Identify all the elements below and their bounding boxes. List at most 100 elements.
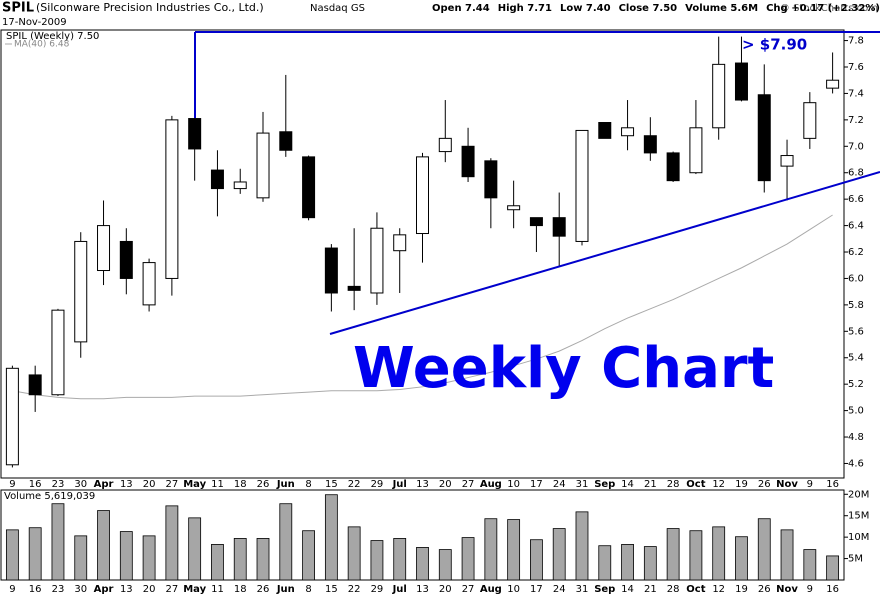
x-tick-label: 26 bbox=[257, 584, 270, 595]
candle-body bbox=[621, 127, 635, 137]
volume-bar bbox=[188, 517, 202, 581]
y-tick-label: 6.0 bbox=[848, 273, 864, 284]
volume-bar bbox=[530, 539, 543, 581]
y-tick-label: 5.8 bbox=[848, 300, 864, 311]
volume-bar bbox=[142, 535, 156, 581]
volume-bar bbox=[507, 519, 521, 581]
x-tick-label: 14 bbox=[621, 584, 634, 595]
moving-average bbox=[12, 214, 833, 400]
x-tick-label: 22 bbox=[348, 479, 361, 490]
candle-body bbox=[28, 374, 42, 396]
y-tick-label: 6.8 bbox=[848, 168, 864, 179]
support-trendline bbox=[329, 171, 880, 335]
volume-bar bbox=[119, 531, 133, 581]
x-tick-label: 9 bbox=[9, 479, 15, 490]
x-tick-label: 24 bbox=[553, 479, 566, 490]
x-tick-label: Apr bbox=[94, 479, 114, 490]
x-tick-label: Nov bbox=[776, 479, 798, 490]
company: (Silconware Precision Industries Co., Lt… bbox=[36, 1, 264, 14]
volume-bar bbox=[28, 527, 42, 581]
x-tick-label: 13 bbox=[120, 479, 133, 490]
marks: 4.6 4.8 5.0 5.2 5.4 5.6 5.8 6.0 6.2 6.4 6.6 6.8 7.0 7… bbox=[5, 36, 869, 595]
x-tick-label: 26 bbox=[257, 479, 270, 490]
legend-ma: MA(40) 6.48 bbox=[14, 40, 70, 50]
x-tick-label: Jun bbox=[276, 584, 295, 595]
volume-bar bbox=[324, 494, 338, 581]
x-tick-label: 21 bbox=[644, 479, 657, 490]
y-tick-label: 6.6 bbox=[848, 194, 864, 205]
x-tick-label: 28 bbox=[667, 584, 680, 595]
y-tick-label: 6.4 bbox=[848, 221, 864, 232]
candle-body bbox=[74, 240, 88, 343]
volume-bar bbox=[666, 528, 680, 581]
y-tick-label: 4.8 bbox=[848, 432, 864, 443]
x-tick-label: 29 bbox=[371, 584, 384, 595]
x-tick-label: 30 bbox=[74, 479, 87, 490]
y-tick-label: 5.6 bbox=[848, 326, 864, 337]
candle-body bbox=[484, 160, 498, 199]
volume-bar bbox=[233, 538, 247, 581]
volume-bar bbox=[438, 549, 452, 581]
legend-price: SPIL (Weekly) 7.50 bbox=[6, 31, 99, 42]
candle-body bbox=[256, 132, 270, 199]
quote: Open 7.44 High 7.71 Low 7.40 Close 7.50 Volu… bbox=[432, 3, 880, 14]
candle-body bbox=[461, 145, 475, 178]
candle-body bbox=[757, 94, 771, 182]
x-tick-label: 13 bbox=[120, 584, 133, 595]
volume-bar bbox=[826, 555, 840, 581]
quote-item: Chg +0.17 (+2.32%) bbox=[766, 3, 880, 14]
x-tick-label: 23 bbox=[52, 584, 65, 595]
y-tick-label: 10M bbox=[848, 532, 869, 543]
volume-bar bbox=[347, 526, 361, 581]
source: © StockCharts.com bbox=[780, 3, 878, 14]
candle-body bbox=[575, 129, 589, 242]
x-tick-label: Jul bbox=[392, 479, 407, 490]
volume-bar bbox=[757, 518, 771, 581]
x-tick-label: Jun bbox=[276, 479, 295, 490]
candle-body bbox=[712, 63, 726, 129]
quote-item: Open 7.44 bbox=[432, 3, 490, 14]
volume-bar bbox=[279, 503, 293, 581]
volume-bar bbox=[74, 535, 88, 581]
candle-body bbox=[302, 156, 316, 219]
x-tick-label: 10 bbox=[507, 584, 520, 595]
volume-bar bbox=[598, 545, 612, 581]
x-tick-label: 31 bbox=[576, 584, 589, 595]
candle-body bbox=[529, 217, 543, 227]
volume-bar bbox=[575, 511, 589, 581]
x-tick-label: 24 bbox=[553, 584, 566, 595]
x-tick-label: 19 bbox=[735, 479, 748, 490]
candle-body bbox=[119, 240, 133, 279]
x-tick-label: 18 bbox=[234, 479, 247, 490]
candle-body bbox=[324, 247, 338, 294]
candle-body bbox=[826, 79, 840, 89]
volume-bar bbox=[484, 518, 498, 581]
candle-body bbox=[370, 227, 384, 294]
x-tick-label: 27 bbox=[166, 479, 179, 490]
volume-bar bbox=[165, 505, 179, 581]
x-tick-label: 16 bbox=[29, 584, 42, 595]
candle-body bbox=[666, 152, 680, 182]
x-tick-label: Oct bbox=[686, 479, 705, 490]
x-tick-label: 20 bbox=[439, 584, 452, 595]
x-tick-label: Sep bbox=[594, 479, 615, 490]
x-tick-label: 13 bbox=[416, 584, 429, 595]
date: 17-Nov-2009 bbox=[2, 17, 67, 28]
x-tick-label: 9 bbox=[9, 584, 15, 595]
x-tick-label: 17 bbox=[530, 584, 543, 595]
x-tick-label: 10 bbox=[507, 479, 520, 490]
y-tick-label: 5.2 bbox=[848, 379, 864, 390]
volume-bar bbox=[735, 536, 748, 581]
x-tick-label: Oct bbox=[686, 584, 705, 595]
x-tick-label: 18 bbox=[234, 584, 247, 595]
candle-body bbox=[507, 205, 521, 211]
candle-body bbox=[689, 127, 703, 174]
volume-bar bbox=[256, 538, 270, 581]
x-tick-label: 27 bbox=[166, 584, 179, 595]
x-tick-label: Sep bbox=[594, 584, 615, 595]
candle-body bbox=[734, 62, 748, 101]
x-tick-label: 16 bbox=[826, 584, 839, 595]
candle-body bbox=[210, 169, 224, 190]
x-tick-label: 20 bbox=[439, 479, 452, 490]
